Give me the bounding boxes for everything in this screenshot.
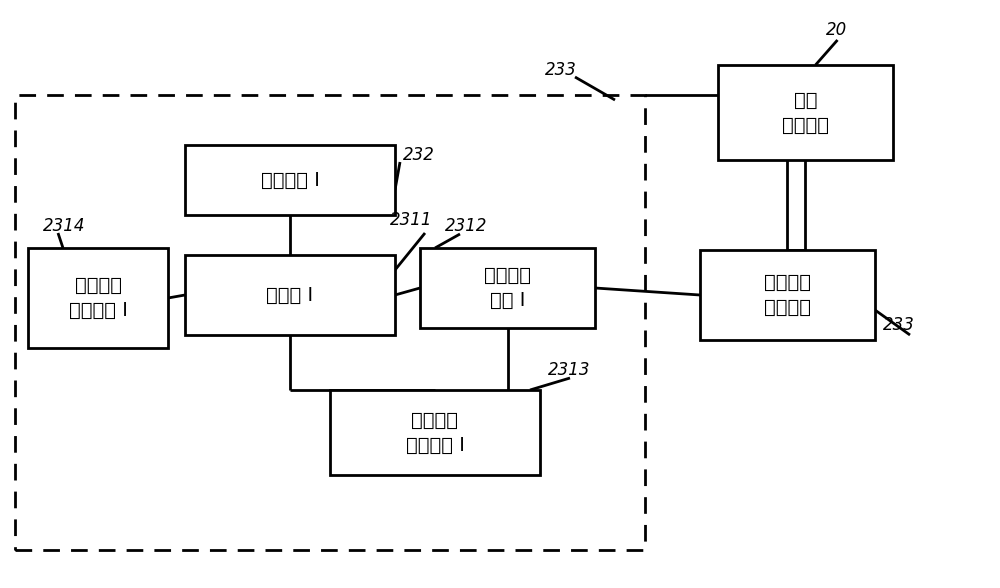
Text: 2314: 2314 <box>43 217 86 235</box>
Text: 232: 232 <box>403 146 435 164</box>
Bar <box>330 390 540 475</box>
Bar <box>15 95 645 550</box>
Text: 开关功率
驱动模块: 开关功率 驱动模块 <box>764 273 811 317</box>
Text: 电流信号
检测装置 I: 电流信号 检测装置 I <box>406 410 464 455</box>
Bar <box>700 250 875 340</box>
Text: 单向导通
装置 I: 单向导通 装置 I <box>484 266 531 310</box>
Text: 233: 233 <box>883 316 915 334</box>
Text: 开关
输出接口: 开关 输出接口 <box>782 91 829 135</box>
Text: 比较器 I: 比较器 I <box>266 286 314 305</box>
Bar <box>420 248 595 328</box>
Text: 2313: 2313 <box>548 361 590 379</box>
Text: 2311: 2311 <box>390 211 432 229</box>
Text: 2312: 2312 <box>445 217 488 235</box>
Bar <box>718 65 893 160</box>
Text: 233: 233 <box>545 61 577 79</box>
Bar <box>28 248 168 348</box>
Text: 阈值信号
设定装置 I: 阈值信号 设定装置 I <box>69 276 127 320</box>
Text: 20: 20 <box>825 21 847 39</box>
Bar <box>185 255 395 335</box>
Text: 报警装置 I: 报警装置 I <box>261 171 319 189</box>
Bar <box>185 145 395 215</box>
